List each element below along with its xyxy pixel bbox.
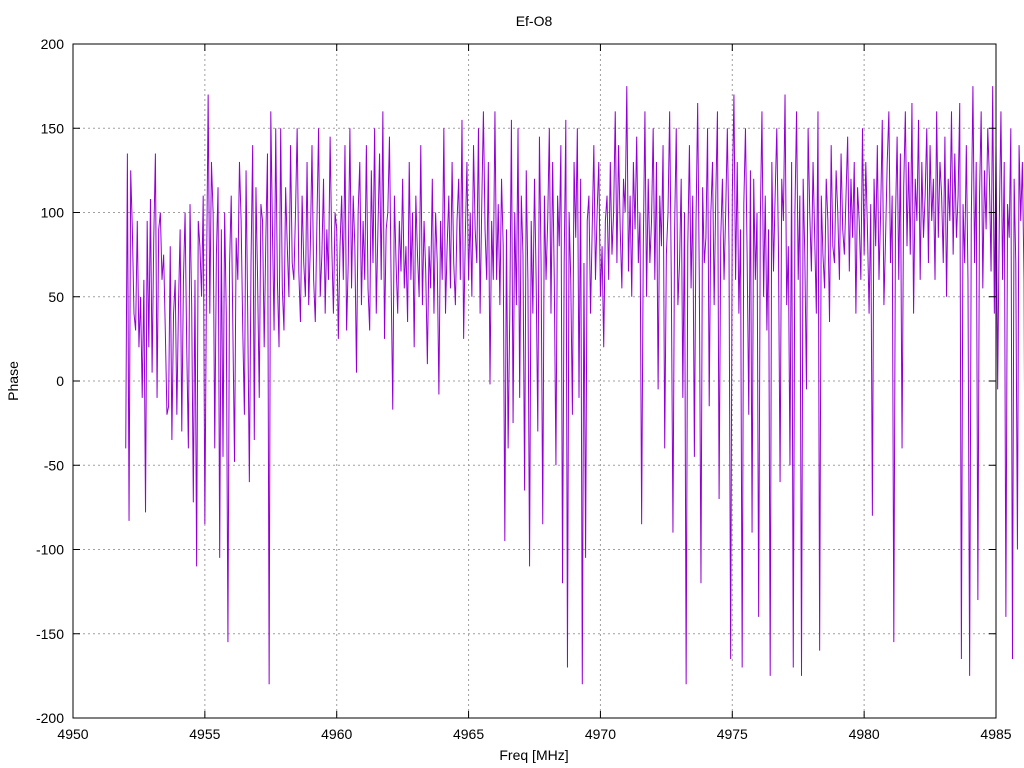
y-tick-label: -50: [44, 457, 64, 473]
x-tick-label: 4955: [189, 726, 220, 742]
series-layer: [125, 86, 1024, 685]
y-tick-label: -100: [36, 542, 64, 558]
y-tick-label: 50: [48, 289, 64, 305]
x-tick-label: 4960: [321, 726, 352, 742]
y-tick-label: 200: [41, 36, 65, 52]
y-tick-label: -150: [36, 626, 64, 642]
y-tick-label: 150: [41, 120, 65, 136]
x-axis-title: Freq [MHz]: [499, 747, 568, 763]
axis-ticks: 4950 4955 4960 4965 4970 4975 4980 4985 -200 -150…: [36, 36, 1012, 742]
x-tick-label: 4980: [849, 726, 880, 742]
chart-title: Ef-O8: [516, 13, 553, 29]
x-tick-label: 4965: [453, 726, 484, 742]
x-tick-label: 4975: [717, 726, 748, 742]
series-line-phase: [125, 86, 1024, 685]
y-tick-label: -200: [36, 710, 64, 726]
y-axis-title: Phase: [5, 361, 21, 401]
x-tick-label: 4970: [585, 726, 616, 742]
y-tick-label: 100: [41, 205, 65, 221]
x-tick-label: 4950: [57, 726, 88, 742]
y-tick-label: 0: [56, 373, 64, 389]
x-tick-label: 4985: [980, 726, 1011, 742]
